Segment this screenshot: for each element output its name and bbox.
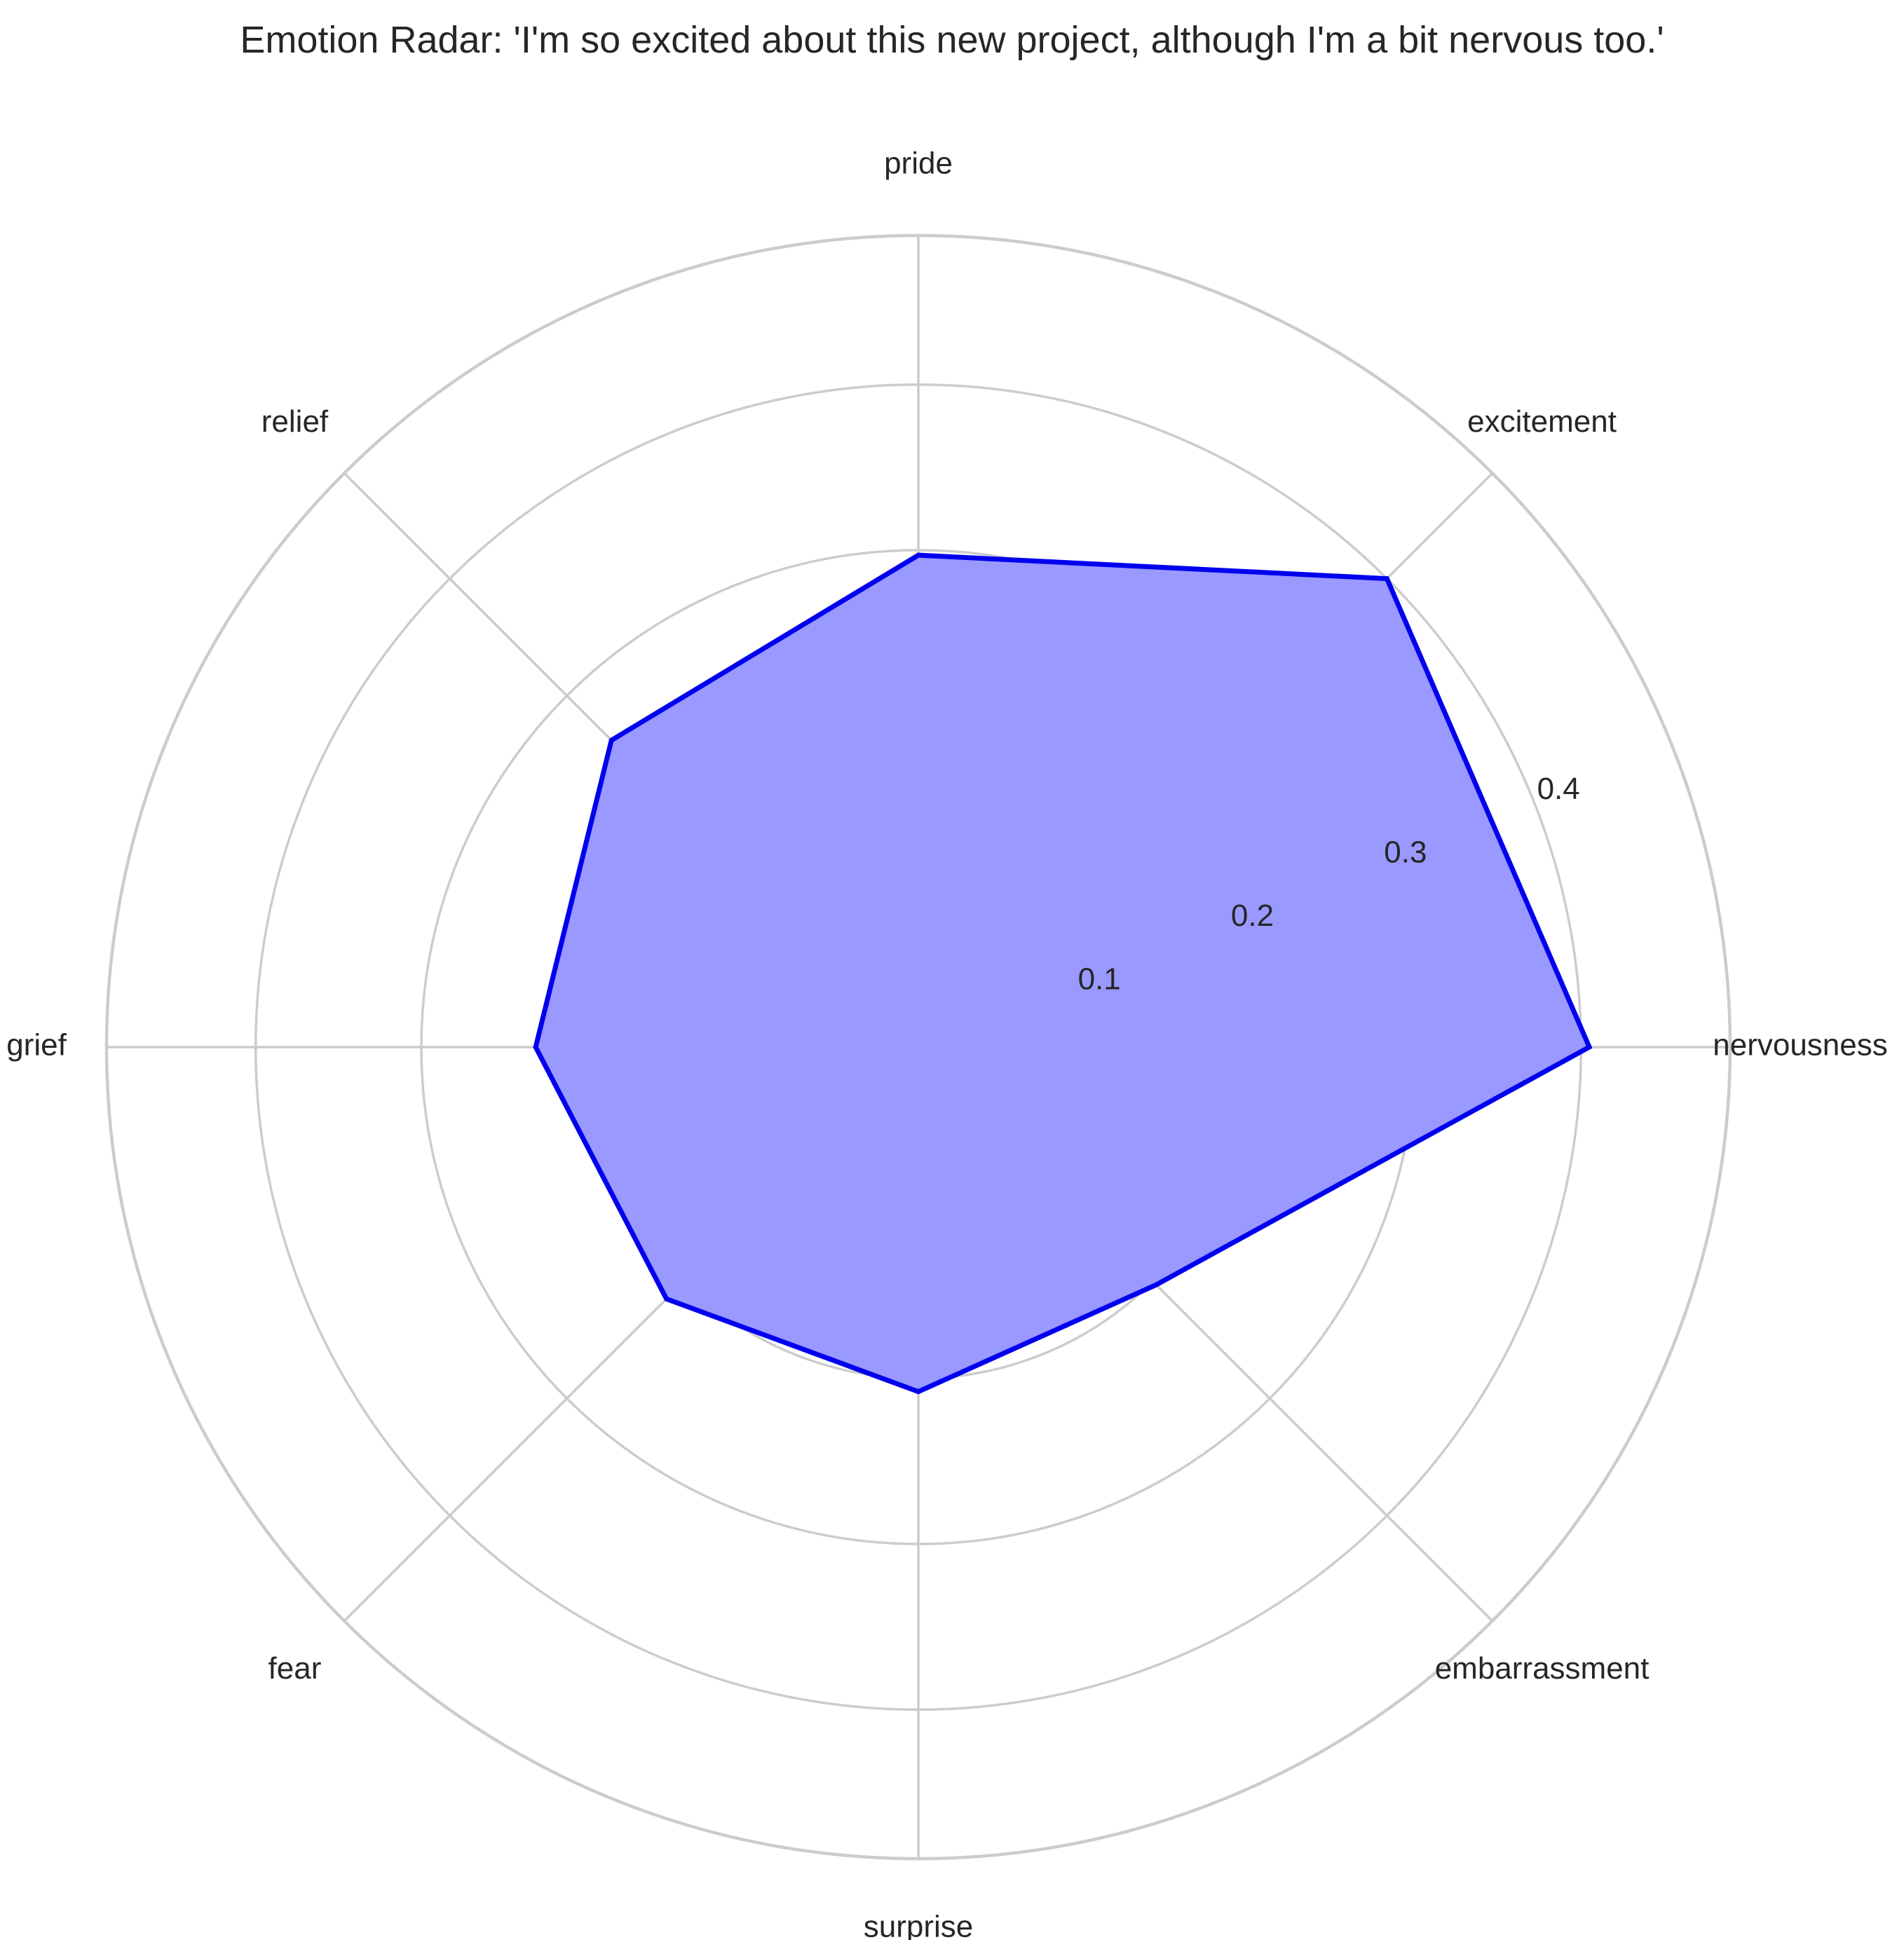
category-label-pride: pride (884, 146, 953, 181)
category-label-fear: fear (268, 1651, 322, 1686)
series-layer (533, 552, 1593, 1395)
category-label-relief: relief (261, 404, 329, 439)
data-point-nervousness (1588, 1046, 1591, 1048)
category-label-excitement: excitement (1467, 404, 1617, 439)
category-labels: nervousness excitement pride relief grief fea… (6, 146, 1888, 1940)
data-point-fear (665, 1297, 668, 1301)
data-point-pride (917, 554, 920, 557)
radial-tick-label: 0.4 (1537, 772, 1580, 806)
category-label-surprise: surprise (864, 1910, 974, 1940)
data-point-surprise (917, 1390, 920, 1393)
series-area-0 (533, 552, 1593, 1395)
data-point-grief (534, 1046, 538, 1048)
data-point-relief (610, 739, 613, 742)
outer-ring (104, 233, 1732, 1861)
category-label-grief: grief (6, 1028, 67, 1063)
data-point-embarrassment (1155, 1283, 1158, 1287)
category-label-nervousness: nervousness (1713, 1028, 1887, 1063)
category-label-embarrassment: embarrassment (1435, 1651, 1650, 1686)
data-point-excitement (1385, 577, 1389, 580)
radial-tick-label: 0.2 (1231, 899, 1274, 933)
radial-tick-label: 0.3 (1384, 835, 1427, 869)
chart-title: Emotion Radar: 'I'm so excited about thi… (240, 19, 1664, 61)
radial-tick-label: 0.1 (1078, 962, 1121, 996)
radial-tick-labels: 0.1 0.2 0.3 0.4 (1078, 772, 1580, 996)
